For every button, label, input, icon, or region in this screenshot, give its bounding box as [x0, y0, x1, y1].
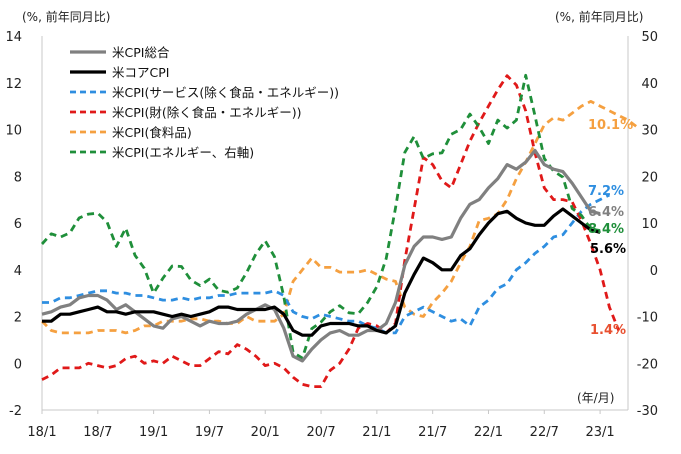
series-line-3: [41, 74, 621, 389]
right-tick-label: 0: [650, 264, 658, 279]
left-tick-label: 6: [14, 217, 22, 232]
series-line-5: [40, 73, 601, 360]
left-tick-label: 0: [14, 357, 22, 372]
end-value-label: 8.4%: [588, 222, 624, 237]
legend-item-label: 米コアCPI: [112, 65, 169, 80]
left-tick-label: 8: [14, 170, 22, 185]
right-unit-label: (%, 前年同月比): [555, 9, 643, 24]
end-value-label: 1.4%: [590, 323, 626, 338]
right-tick-label: 50: [641, 30, 658, 45]
left-tick-label: 14: [5, 30, 22, 45]
left-tick-label: 12: [5, 77, 22, 92]
left-axis-ticks: -2 0 2 4 6 8 10 12 14: [5, 30, 22, 419]
x-axis-ticks: 18/1 18/7 19/1 19/7 20/1 20/7 21/1 21/7 22/1 22/7…: [27, 410, 615, 440]
x-tick-label: 19/1: [139, 425, 168, 440]
right-tick-label: 10: [641, 217, 658, 232]
legend-item-label: 米CPI(サービス(除く食品・エネルギー)): [112, 85, 339, 100]
end-labels: 10.1% 7.2% 6.4% 8.4% 5.6% 1.4%: [588, 118, 633, 338]
series-line-4: [41, 100, 639, 335]
end-value-label: 10.1%: [588, 118, 633, 133]
legend-item-label: 米CPI(エネルギー、右軸): [112, 145, 254, 160]
left-tick-label: -2: [9, 404, 22, 419]
right-axis-ticks: -30 -20 -10 0 10 20 30 40 50: [637, 30, 658, 419]
right-tick-label: 20: [641, 170, 658, 185]
legend-item-label: 米CPI(財(除く食品・エネルギー)): [112, 105, 301, 120]
x-tick-label: 20/1: [251, 425, 280, 440]
right-tick-label: -10: [637, 311, 658, 326]
end-value-label: 7.2%: [588, 184, 624, 199]
left-tick-label: 10: [5, 124, 22, 139]
x-tick-label: 21/1: [362, 425, 391, 440]
right-tick-label: 40: [641, 77, 658, 92]
series-line-2: [42, 193, 611, 335]
x-tick-label: 21/7: [418, 425, 447, 440]
left-unit-label: (%, 前年同月比): [22, 9, 110, 24]
left-tick-label: 4: [14, 264, 22, 279]
x-tick-label: 22/1: [474, 425, 503, 440]
legend-item-label: 米CPI(食料品): [112, 125, 192, 140]
right-tick-label: -30: [637, 404, 658, 419]
x-tick-label: 19/7: [195, 425, 224, 440]
legend-item-label: 米CPI総合: [112, 45, 170, 60]
series-layer: [40, 73, 639, 389]
x-tick-label: 20/7: [306, 425, 335, 440]
left-tick-label: 2: [14, 311, 22, 326]
x-tick-label: 22/7: [530, 425, 559, 440]
right-tick-label: -20: [637, 357, 658, 372]
chart-axes: [41, 36, 629, 411]
x-tick-label: 18/7: [83, 425, 112, 440]
x-unit-label: (年/月): [577, 391, 614, 405]
right-tick-label: 30: [641, 124, 658, 139]
x-tick-label: 18/1: [27, 425, 56, 440]
end-value-label: 6.4%: [588, 205, 624, 220]
x-tick-label: 23/1: [585, 425, 614, 440]
series-line-1: [42, 207, 601, 337]
end-value-label: 5.6%: [590, 242, 626, 257]
